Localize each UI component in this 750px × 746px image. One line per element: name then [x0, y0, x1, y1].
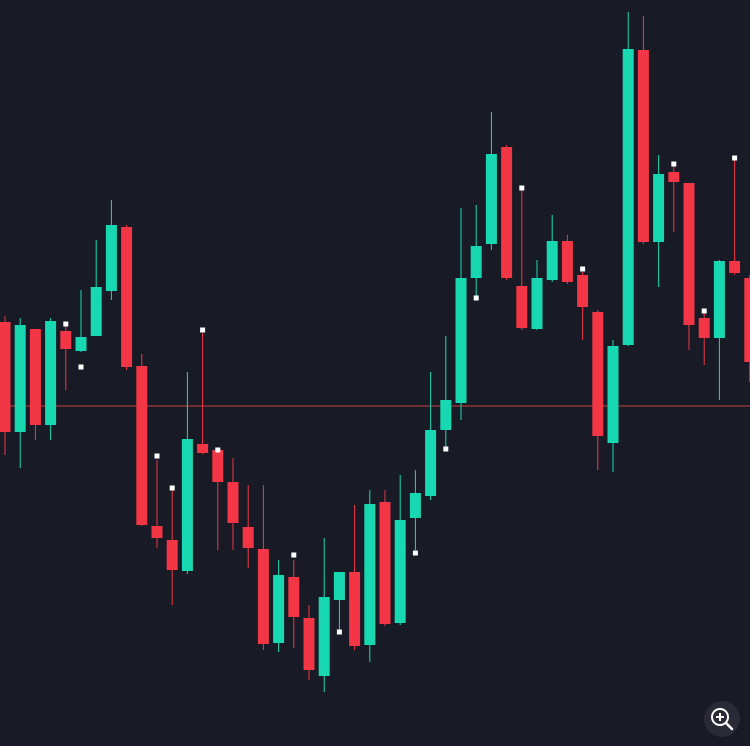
candle-body: [45, 321, 57, 425]
candle-body: [333, 572, 345, 600]
fractal-marker: [154, 453, 160, 459]
candle-body: [136, 366, 148, 525]
candle-body: [379, 502, 391, 624]
candle-body: [273, 575, 285, 643]
zoom-lens: [711, 708, 729, 726]
candle-body: [288, 577, 300, 617]
candle-body: [607, 346, 619, 443]
plot-area: [0, 12, 750, 692]
fractal-marker: [473, 295, 479, 301]
candle-body: [151, 526, 163, 538]
candle-body: [440, 400, 452, 430]
fractal-marker: [215, 447, 221, 453]
candle-body: [516, 286, 528, 328]
zoom-handle: [724, 721, 734, 731]
fractal-marker: [63, 321, 69, 327]
fractal-marker: [671, 161, 677, 167]
candle-body: [637, 50, 649, 242]
candle-body: [121, 227, 133, 367]
fractal-marker: [412, 550, 418, 556]
fractal-marker: [336, 629, 342, 635]
candle-body: [166, 540, 178, 570]
candle-body: [227, 482, 239, 523]
candle-body: [470, 246, 482, 278]
candle-body: [592, 312, 604, 436]
candle-body: [257, 549, 269, 644]
fractal-marker: [291, 552, 297, 558]
candle-body: [303, 618, 315, 670]
candle-body: [713, 261, 725, 338]
fractal-marker: [701, 308, 707, 314]
candle-body: [622, 49, 634, 345]
candle-body: [212, 450, 224, 482]
candle-body: [653, 174, 665, 242]
candle-body: [318, 597, 330, 676]
fractal-marker: [732, 155, 738, 161]
fractal-marker: [200, 327, 206, 333]
candle-body: [29, 329, 41, 425]
candle-body: [455, 278, 467, 403]
fractal-marker: [519, 185, 525, 191]
candle-body: [561, 241, 573, 282]
candle-body: [501, 147, 513, 278]
candle-body: [698, 318, 710, 338]
candle-body: [744, 278, 750, 362]
candle-body: [349, 572, 361, 646]
zoom-button[interactable]: [704, 701, 740, 737]
candle-body: [668, 172, 680, 182]
fractal-marker: [78, 364, 84, 370]
candle-body: [60, 331, 72, 349]
candle-body: [364, 504, 376, 645]
zoom-button-bg[interactable]: [704, 701, 740, 737]
candle-body: [409, 493, 421, 518]
fractal-marker: [169, 485, 175, 491]
candle-body: [394, 520, 406, 623]
candle-body: [531, 278, 543, 329]
candle-body: [683, 183, 695, 325]
candle-body: [75, 337, 87, 351]
candle-body: [197, 444, 209, 453]
candle-body: [485, 154, 497, 244]
candle-body: [729, 261, 741, 273]
candle-body: [546, 241, 558, 280]
candle-body: [242, 527, 254, 548]
candle-body: [105, 225, 117, 291]
candle-body: [90, 287, 102, 336]
fractal-marker: [443, 446, 449, 452]
candle-body: [181, 439, 193, 571]
fractal-marker: [580, 266, 586, 272]
candle-body: [425, 430, 437, 496]
candle-body: [0, 322, 11, 432]
candle-body: [577, 275, 589, 307]
candle-body: [14, 325, 26, 432]
